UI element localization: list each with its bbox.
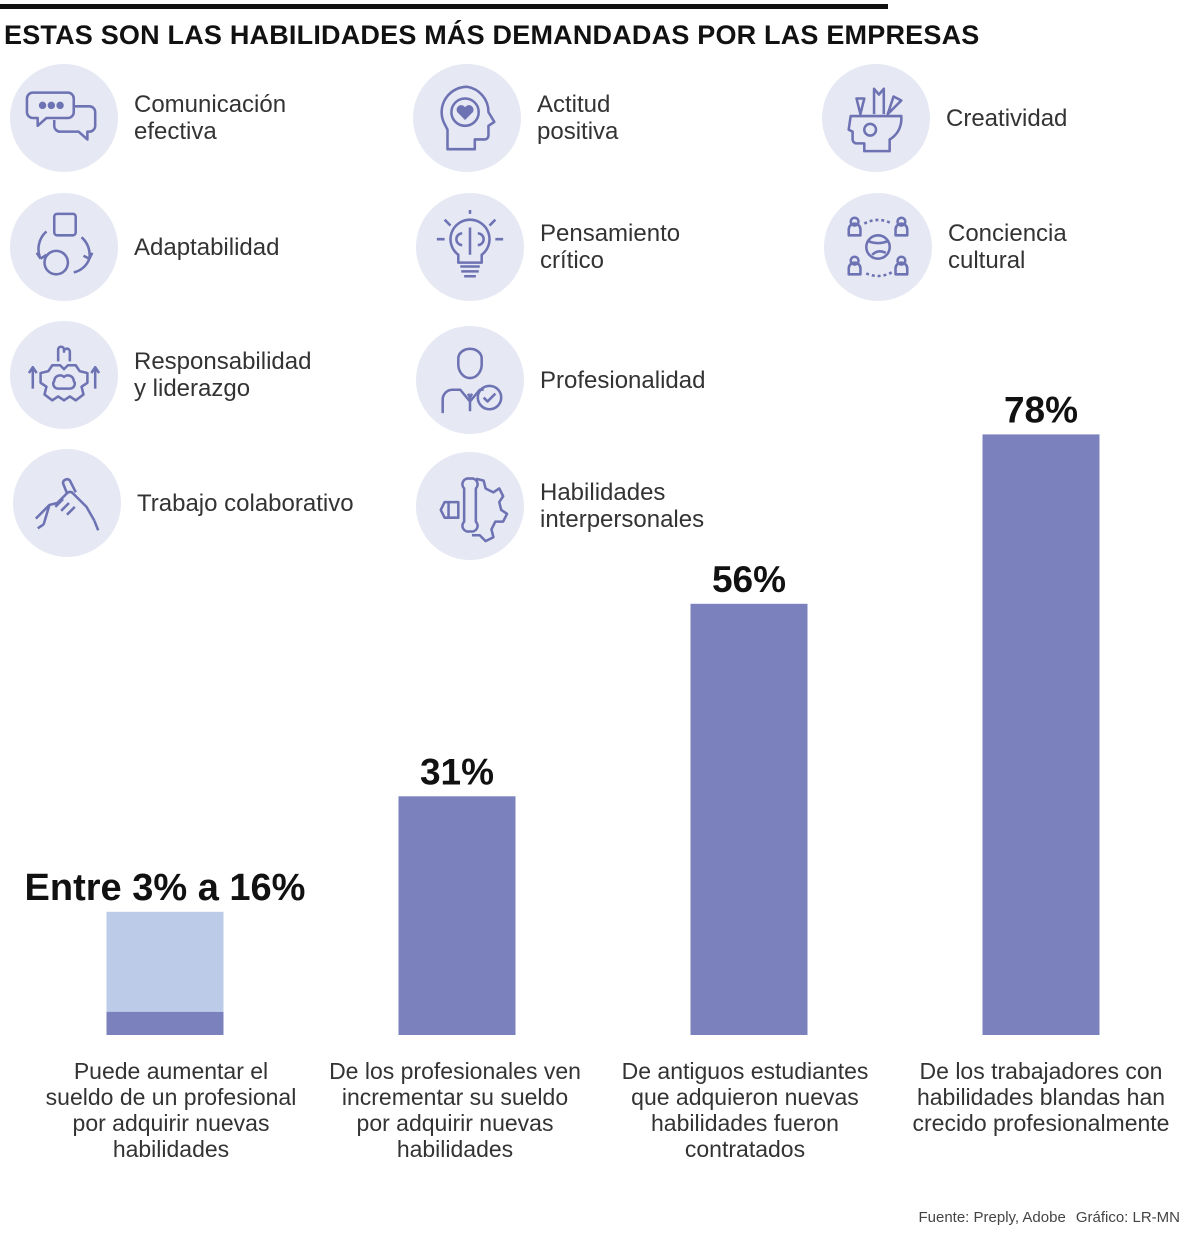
lightbulb-brain-icon (416, 193, 524, 301)
skill-adaptabilidad: Adaptabilidad (10, 193, 279, 301)
skill-label: Pensamiento crítico (540, 220, 681, 274)
bar-value-label: 56% (712, 559, 786, 600)
page-title: ESTAS SON LAS HABILIDADES MÁS DEMANDADAS… (4, 20, 980, 50)
skill-label: Conciencia cultural (948, 220, 1067, 274)
cycle-shapes-icon (10, 193, 118, 301)
bar-value-label: Entre 3% a 16% (25, 867, 306, 909)
bar-description: De antiguos estudiantes que adquieron nu… (621, 1058, 869, 1162)
bar (982, 434, 1100, 1035)
skill-conciencia: Conciencia cultural (824, 193, 1067, 301)
top-rule (0, 4, 888, 9)
handshake-icon (13, 449, 121, 557)
bar-chart: Entre 3% a 16% 31% 56% 78% (25, 389, 1100, 1035)
head-creative-tools-icon (822, 64, 930, 172)
skill-label: Responsabilidad y liderazgo (134, 348, 312, 402)
bar (690, 603, 808, 1035)
bar-description: De los trabajadores con habilidades blan… (912, 1058, 1170, 1136)
bar (398, 796, 516, 1035)
skill-label: Comunicación efectiva (134, 91, 287, 145)
skill-creatividad: Creatividad (822, 64, 1067, 172)
businessman-check-icon (416, 326, 524, 434)
chat-bubbles-icon (10, 64, 118, 172)
skill-habilidades: Habilidades interpersonales (416, 452, 704, 560)
bar-value-label: 31% (420, 751, 494, 792)
bar-range-low (106, 1011, 224, 1035)
skill-label: Habilidades interpersonales (540, 479, 705, 533)
skill-responsabilidad: Responsabilidad y liderazgo (10, 321, 311, 429)
skill-label: Trabajo colaborativo (137, 489, 354, 517)
bar-value-label: 78% (1004, 389, 1078, 430)
footer: Fuente: Preply, Adobe Gráfico: LR-MN (908, 1209, 1180, 1226)
skill-pensamiento: Pensamiento crítico (416, 193, 680, 301)
skill-actitud: Actitud positiva (413, 64, 618, 172)
skill-label: Creatividad (946, 104, 1068, 132)
graphic-credit: Gráfico: LR-MN (1075, 1209, 1180, 1226)
skill-label: Actitud positiva (537, 91, 619, 145)
skill-label: Profesionalidad (540, 366, 706, 394)
skill-comunicacion: Comunicación efectiva (10, 64, 286, 172)
skill-label: Adaptabilidad (134, 233, 280, 261)
head-heart-gear-icon (413, 64, 521, 172)
bar-description: Puede aumentar el sueldo de un profesion… (45, 1058, 297, 1162)
bar-description: De los profesionales ven incrementar su … (329, 1058, 581, 1162)
source-credit: Fuente: Preply, Adobe (918, 1209, 1066, 1226)
globe-people-icon (824, 193, 932, 301)
gear-wrench-icon (416, 452, 524, 560)
skill-profesionalidad: Profesionalidad (416, 326, 705, 434)
gear-brain-fist-icon (10, 321, 118, 429)
skill-trabajo: Trabajo colaborativo (13, 449, 354, 557)
